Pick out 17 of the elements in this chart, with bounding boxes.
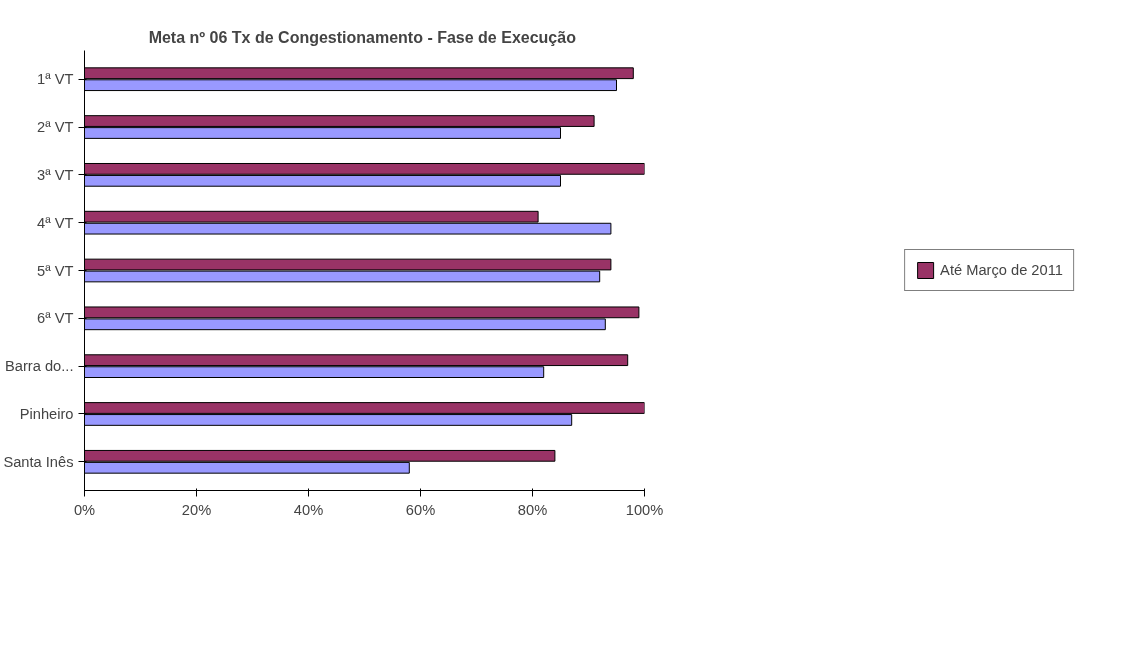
- y-tick-label: Barra do...: [5, 358, 74, 375]
- y-tick-label: Pinheiro: [19, 405, 74, 422]
- y-tick-label: 1ª VT: [37, 71, 74, 88]
- x-tick-label: 80%: [517, 501, 548, 518]
- y-tick-label: Santa Inês: [3, 453, 74, 470]
- x-tick-label: 20%: [181, 501, 212, 518]
- y-tick-label: 2ª VT: [37, 119, 74, 136]
- x-tick-label: 60%: [405, 501, 436, 518]
- chart-title: Meta nº 06 Tx de Congestionamento - Fase de Execução: [148, 28, 577, 46]
- y-tick-label: 6ª VT: [37, 310, 74, 327]
- y-tick-label: 4ª VT: [37, 214, 74, 231]
- y-tick-label: 3ª VT: [37, 166, 74, 183]
- x-tick-label: 40%: [293, 501, 324, 518]
- x-tick-label: 100%: [625, 501, 664, 518]
- x-tick-label: 0%: [73, 501, 96, 518]
- legend-label: Até Março de 2011: [940, 262, 1063, 278]
- y-tick-label: 5ª VT: [37, 262, 74, 279]
